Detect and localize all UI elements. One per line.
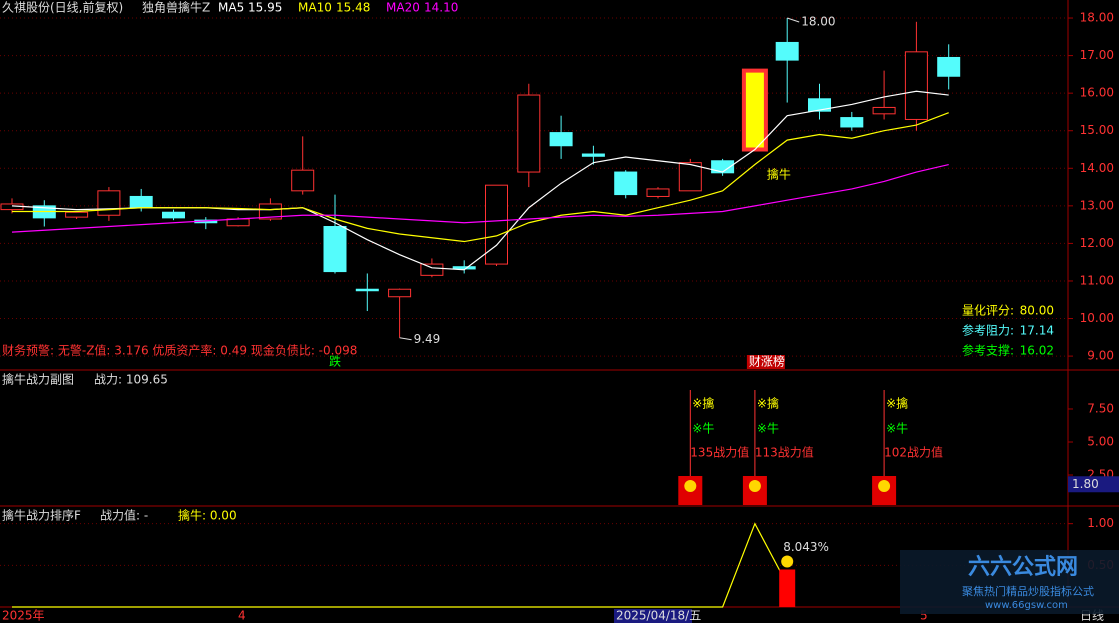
high-label: 18.00 — [801, 15, 835, 29]
y-tick-label: 16.00 — [1080, 86, 1114, 100]
x-label: 5 — [920, 609, 928, 623]
y-tick-label: 14.00 — [1080, 161, 1114, 175]
current-value: 1.80 — [1072, 477, 1099, 491]
signal-mark: ※擒 — [692, 396, 714, 411]
signal-value: 135战力值 — [690, 445, 749, 460]
metric-value: 80.00 — [1020, 304, 1054, 318]
sub1-title: 擒牛战力副图 — [2, 372, 74, 387]
legend-value: 15.48 — [336, 1, 370, 15]
x-label-highlight — [614, 609, 692, 623]
stock-title: 久祺股份(日线,前复权) — [2, 0, 123, 15]
low-label: 9.49 — [414, 332, 441, 346]
y-tick-label: 12.00 — [1080, 236, 1114, 250]
metric-value: 16.02 — [1020, 344, 1054, 358]
high-pointer — [787, 17, 800, 23]
candle-body — [775, 41, 799, 61]
sub2-title: 擒牛战力排序F — [2, 508, 81, 523]
metric-label: 量化评分: — [962, 304, 1014, 318]
signal-mark: ※擒 — [757, 396, 779, 411]
indicator-name: 独角兽擒牛Z — [142, 0, 210, 15]
candle-body — [97, 190, 121, 216]
y-tick-label: 7.50 — [1087, 401, 1114, 415]
tag-bg — [746, 355, 785, 369]
sub2-legend: 擒牛: 0.00 — [178, 508, 237, 523]
y-tick-label: 10.00 — [1080, 311, 1114, 325]
candle-body — [581, 153, 605, 157]
legend-name: MA10 — [298, 1, 332, 15]
candle-body — [937, 56, 961, 77]
signal-mark: ※牛 — [886, 421, 908, 436]
legend-value: 14.10 — [424, 1, 458, 15]
smiley — [684, 480, 697, 492]
candle-body — [355, 288, 379, 292]
candle-body — [741, 68, 768, 152]
rank-bar — [779, 569, 796, 607]
candle-body — [711, 160, 735, 174]
candle-body — [549, 132, 573, 147]
candle-body — [323, 226, 347, 273]
candle-body — [65, 211, 89, 218]
y-tick-label: 1.00 — [1087, 516, 1114, 530]
candle-body — [678, 162, 702, 192]
smiley — [878, 480, 891, 492]
ma-line — [11, 163, 949, 233]
rank-line — [12, 522, 788, 608]
y-tick-label: 9.00 — [1087, 349, 1114, 363]
logo-url: www.66gsw.com — [985, 600, 1068, 611]
smiley — [781, 555, 794, 568]
signal-mark: ※擒 — [886, 396, 908, 411]
candle-body — [872, 106, 896, 115]
logo-box — [900, 550, 1119, 614]
finance-warning: 财务预警: 无警-Z值: 3.176 优质资产率: 0.49 现金负债比: -0… — [2, 343, 357, 358]
candle-body — [162, 211, 185, 219]
candle-body — [904, 51, 928, 120]
candle-body — [517, 94, 541, 173]
candle-body — [808, 98, 831, 112]
candle-body — [840, 117, 864, 128]
ma-line — [12, 112, 949, 243]
legend-name: MA5 — [218, 1, 244, 15]
candle-body — [420, 263, 444, 276]
x-label: 2025年 — [2, 609, 45, 623]
candle-body — [258, 203, 282, 220]
legend-name: MA20 — [386, 1, 420, 15]
y-tick-label: 17.00 — [1080, 48, 1114, 62]
candle-body — [485, 184, 508, 265]
metric-label: 参考支撑: — [962, 343, 1014, 358]
y-tick-label: 13.00 — [1080, 198, 1114, 212]
candle-body — [614, 171, 638, 196]
y-tick-label: 11.00 — [1080, 273, 1114, 287]
smiley — [748, 480, 761, 492]
metric-label: 参考阻力: — [962, 323, 1014, 338]
candle-body — [452, 266, 476, 270]
signal-value: 102战力值 — [884, 445, 943, 460]
y-tick-label: 15.00 — [1080, 123, 1114, 137]
sub1-legend: 战力: 109.65 — [94, 373, 168, 387]
candle-body — [291, 169, 315, 192]
legend-value: 15.95 — [248, 1, 282, 15]
logo-name: 六六公式网 — [968, 555, 1078, 580]
candle-body — [646, 188, 670, 197]
metric-value: 17.14 — [1020, 324, 1054, 338]
current-box — [1068, 476, 1119, 493]
candle-body — [129, 195, 153, 209]
x-label: 2025/04/18/五 — [616, 609, 701, 623]
candle-body — [388, 288, 412, 298]
low-pointer — [399, 337, 412, 341]
tag-label: 跌 — [329, 354, 341, 369]
y-tick-label: 18.00 — [1080, 11, 1114, 25]
y-tick-label: 5.00 — [1087, 435, 1114, 449]
signal-mark: ※牛 — [757, 421, 779, 436]
signal-label: 擒牛 — [767, 167, 791, 182]
x-label: 4 — [238, 609, 246, 623]
logo-slogan: 聚焦热门精品炒股指标公式 — [962, 584, 1094, 598]
signal-value: 113战力值 — [755, 445, 814, 460]
sub2-legend: 战力值: - — [100, 508, 148, 523]
bar-label: 8.043% — [783, 540, 829, 554]
tag-label: 财涨榜 — [749, 354, 785, 369]
signal-mark: ※牛 — [692, 421, 714, 436]
